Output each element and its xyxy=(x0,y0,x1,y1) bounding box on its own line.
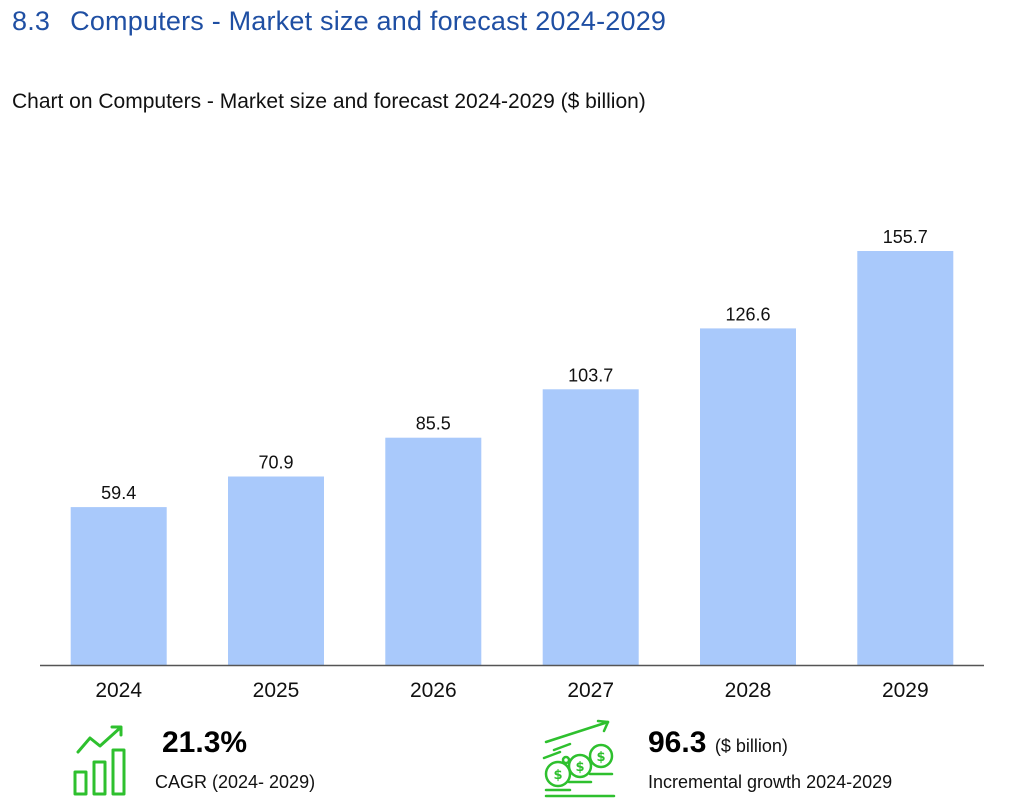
value-label-2028: 126.6 xyxy=(725,304,770,324)
value-label-2027: 103.7 xyxy=(568,365,613,385)
incremental-value: 96.3 xyxy=(648,726,707,759)
x-tick-2029: 2029 xyxy=(882,679,929,702)
section-title-text: Computers - Market size and forecast 202… xyxy=(70,6,667,36)
bar-2024 xyxy=(70,507,167,665)
x-tick-2025: 2025 xyxy=(253,679,300,702)
value-label-2029: 155.7 xyxy=(883,227,928,247)
cagr-label: CAGR (2024- 2029) xyxy=(155,772,316,792)
x-tick-2027: 2027 xyxy=(567,679,614,702)
svg-text:$: $ xyxy=(553,768,562,783)
value-label-2026: 85.5 xyxy=(416,414,451,434)
incremental-label: Incremental growth 2024-2029 xyxy=(648,772,893,792)
cagr-value: 21.3% xyxy=(162,726,248,759)
money-growth-icon: $ $ $ xyxy=(542,719,616,798)
growth-bars-icon xyxy=(73,725,126,796)
x-tick-2024: 2024 xyxy=(95,679,142,702)
kpi-incremental-caption: Incremental growth 2024-2029 xyxy=(648,772,892,793)
kpi-cagr-caption: CAGR (2024- 2029) xyxy=(155,772,315,793)
bar-2025 xyxy=(228,476,324,665)
bar-2029 xyxy=(857,251,954,665)
svg-text:$: $ xyxy=(575,760,584,775)
value-label-2025: 70.9 xyxy=(258,453,293,473)
section-title: 8.3 Computers - Market size and forecast… xyxy=(12,6,666,37)
incremental-unit: ($ billion) xyxy=(714,736,788,756)
kpi-incremental: 96.3 ($ billion) xyxy=(648,726,788,760)
section-number: 8.3 xyxy=(12,6,51,36)
svg-text:$: $ xyxy=(596,750,605,765)
chart-caption: Chart on Computers - Market size and for… xyxy=(12,90,646,113)
kpi-cagr: 21.3% xyxy=(162,726,247,760)
bar-chart: 59.4 2024 70.9 2025 85.5 2026 103.7 2027 126.6 20… xyxy=(40,227,984,702)
bar-2028 xyxy=(700,328,796,665)
value-label-2024: 59.4 xyxy=(101,483,136,503)
bar-2027 xyxy=(542,389,639,665)
bar-2026 xyxy=(385,437,482,665)
x-tick-2028: 2028 xyxy=(725,679,772,702)
x-tick-2026: 2026 xyxy=(410,679,457,702)
